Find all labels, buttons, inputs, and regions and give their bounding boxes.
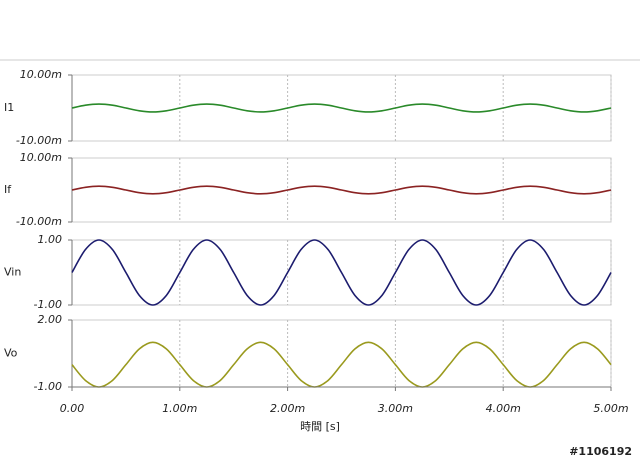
series-line <box>71 239 612 306</box>
y-tick-label: 1.00 <box>38 233 63 246</box>
watermark: #1106192 <box>569 445 632 458</box>
x-tick-label: 1.00m <box>162 402 197 415</box>
x-tick-label: 5.00m <box>593 402 628 415</box>
y-tick-label: -10.00m <box>16 215 62 228</box>
plot-frame <box>71 319 612 388</box>
x-tick-label: 3.00m <box>378 402 413 415</box>
series-line <box>71 103 612 113</box>
y-tick-label: 10.00m <box>20 151 62 164</box>
series-label: If <box>4 183 12 196</box>
x-tick-label: 4.00m <box>486 402 521 415</box>
y-tick-label: 10.00m <box>20 68 62 81</box>
x-tick-label: 0.00 <box>60 402 85 415</box>
series-label: Vo <box>4 347 18 360</box>
y-tick-label: -10.00m <box>16 134 62 147</box>
series-line <box>71 341 612 388</box>
x-axis-label: 時間 [s] <box>300 420 340 433</box>
series-label: I1 <box>4 101 14 114</box>
y-tick-label: -1.00 <box>34 380 62 393</box>
series-line <box>71 185 612 195</box>
y-tick-label: -1.00 <box>34 298 62 311</box>
x-tick-label: 2.00m <box>270 402 305 415</box>
y-tick-label: 2.00 <box>38 313 63 326</box>
series-label: Vin <box>4 266 21 279</box>
